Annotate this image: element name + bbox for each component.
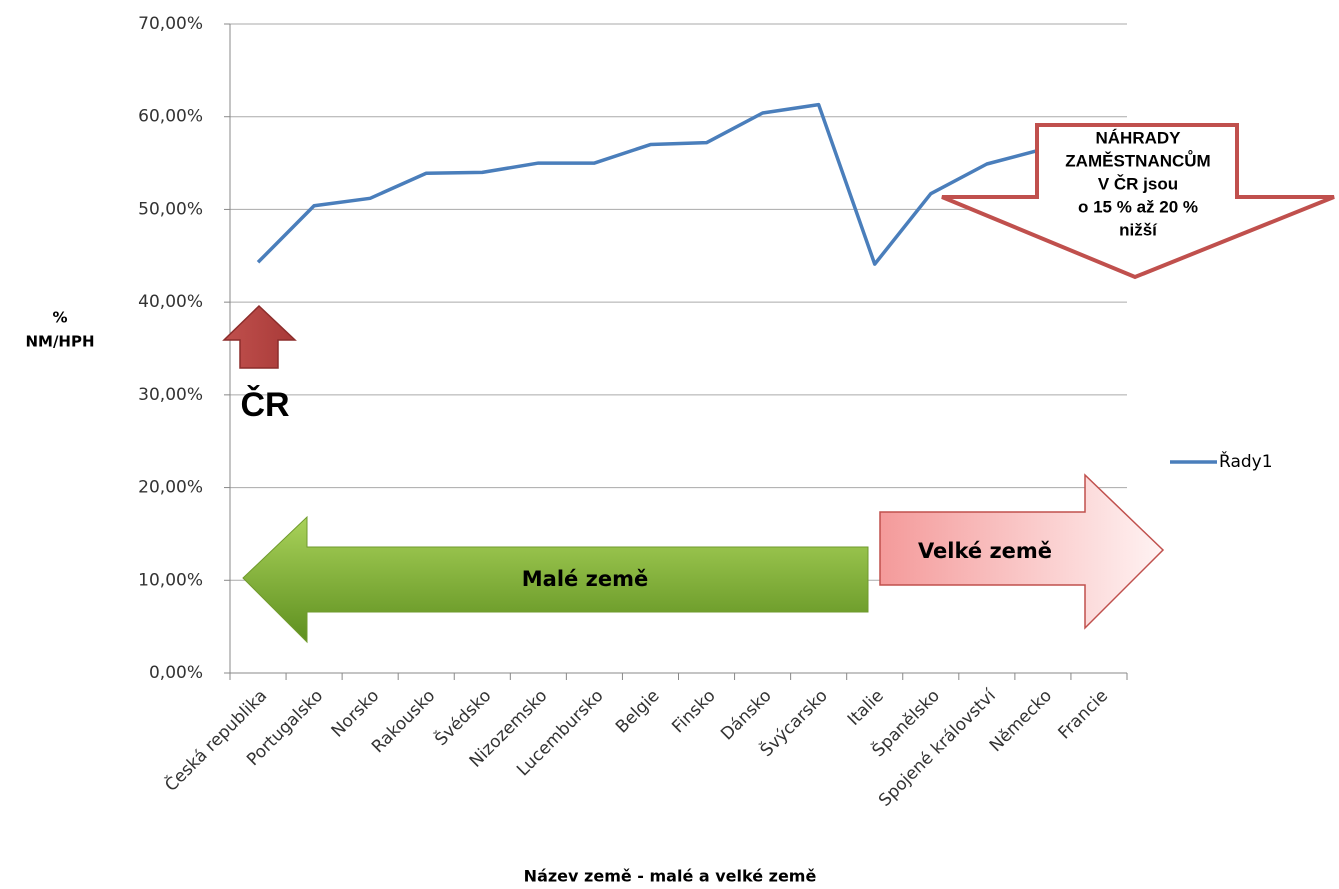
y-axis-title: NM/HPH	[25, 333, 94, 351]
small-countries-label: Malé země	[522, 567, 648, 591]
y-tick-label: 40,00%	[138, 292, 203, 312]
x-tick-label: Francie	[1055, 686, 1112, 743]
x-axis-title: Název země - malé a velké země	[524, 867, 817, 886]
callout-text: V ČR jsou	[1098, 174, 1178, 193]
large-countries-label: Velké země	[918, 539, 1052, 563]
x-tick-label: Česká republika	[160, 685, 271, 796]
y-tick-label: 30,00%	[138, 385, 203, 405]
large-countries-arrow	[879, 473, 1165, 630]
y-tick-label: 0,00%	[149, 663, 203, 683]
callout-text: o 15 % až 20 %	[1078, 197, 1198, 216]
x-tick-label: Norsko	[328, 686, 384, 742]
line	[256, 102, 1100, 266]
callout-text: nižší	[1119, 220, 1158, 239]
cz-arrow	[222, 304, 297, 369]
legend-label: Řady1	[1219, 450, 1273, 472]
x-tick-label: Belgie	[612, 686, 663, 737]
grid: 0,00% 10,00% 20,00% 30,00% 40,00% 50,00% 60,00…	[25, 14, 1128, 886]
y-tick-label: 50,00%	[138, 199, 203, 219]
callout-arrow	[941, 123, 1335, 280]
callout-text: NÁHRADY	[1096, 128, 1182, 147]
x-tick-label: Italie	[844, 686, 888, 730]
y-tick-label: 20,00%	[138, 478, 203, 498]
y-axis-title: %	[52, 309, 67, 327]
y-tick-label: 60,00%	[138, 107, 203, 127]
annotations: Malé země Velké země ČR NÁHRADY ZAMĚSTNAN…	[222, 123, 1335, 644]
x-tick-label: Finsko	[668, 686, 719, 737]
y-tick-label: 70,00%	[138, 14, 203, 34]
callout-text: ZAMĚSTNANCŮM	[1065, 150, 1210, 170]
small-countries-arrow	[242, 515, 869, 644]
y-tick-label: 10,00%	[138, 570, 203, 590]
plot: Řady1	[256, 102, 1273, 472]
cz-label: ČR	[240, 385, 289, 424]
x-tick-label: Německo	[986, 686, 1056, 756]
